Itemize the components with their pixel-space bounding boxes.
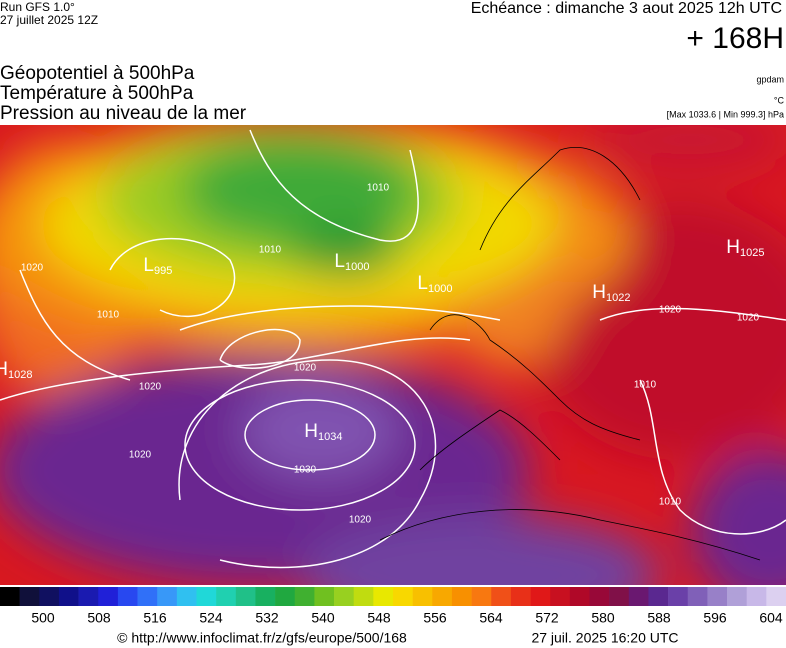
color-swatch (491, 587, 512, 606)
colorbar-tick-label: 540 (311, 610, 335, 626)
color-swatch (19, 587, 40, 606)
color-swatch (216, 587, 237, 606)
center-letter: H (726, 237, 740, 258)
color-swatch (510, 587, 531, 606)
color-swatch (275, 587, 296, 606)
unit-label: °C (774, 95, 785, 105)
colorbar-tick-label: 524 (199, 610, 223, 626)
color-swatch (530, 587, 551, 606)
center-value: 1025 (740, 247, 764, 259)
center-letter: L (417, 273, 428, 294)
isobar-label: 1020 (294, 363, 317, 374)
color-swatch (451, 587, 472, 606)
valid-time: Echéance : dimanche 3 aout 2025 12h UTC (471, 0, 782, 17)
center-value: 1000 (428, 283, 452, 295)
center-value: 1034 (318, 431, 342, 443)
isobar-label: 1020 (659, 305, 682, 316)
colorbar-tick-label: 604 (759, 610, 783, 626)
field-label: Pression au niveau de la mer (0, 103, 247, 124)
color-swatch (255, 587, 276, 606)
isobar-label: 1010 (634, 380, 657, 391)
color-swatch (569, 587, 590, 606)
center-letter: L (143, 255, 154, 276)
isobar-label: 1010 (367, 183, 390, 194)
colorbar-tick-label: 588 (647, 610, 671, 626)
color-swatch (648, 587, 669, 606)
center-letter: H (304, 421, 318, 442)
isobar-label: 1020 (737, 313, 760, 324)
color-swatch (668, 587, 689, 606)
field-label: Géopotentiel à 500hPa (0, 63, 195, 84)
colorbar-tick-label: 580 (591, 610, 615, 626)
isobar-label: 1010 (259, 245, 282, 256)
isobar-label: 1020 (139, 382, 162, 393)
color-swatch (746, 587, 767, 606)
color-swatch (766, 587, 786, 606)
center-letter: H (592, 282, 606, 303)
center-value: 1000 (345, 261, 369, 273)
color-swatch (117, 587, 138, 606)
color-swatch (98, 587, 119, 606)
color-swatch (176, 587, 197, 606)
center-value: 1028 (8, 369, 32, 381)
center-letter: L (334, 251, 345, 272)
color-swatch (78, 587, 99, 606)
isobar-label: 1010 (97, 310, 120, 321)
isobar-label: 1010 (659, 497, 682, 508)
made-time: 27 juil. 2025 16:20 UTC (531, 630, 678, 646)
color-swatch (628, 587, 649, 606)
color-swatch (0, 587, 20, 606)
isobar-label: 1030 (294, 465, 317, 476)
color-swatch (334, 587, 354, 606)
coastlines (379, 147, 761, 561)
color-swatch (687, 587, 708, 606)
unit-label: [Max 1033.6 | Min 999.3] hPa (667, 109, 784, 119)
center-value: 995 (154, 265, 172, 277)
color-swatch (432, 587, 453, 606)
colorbar-tick-label: 596 (703, 610, 727, 626)
colorbar-tick-label: 516 (143, 610, 167, 626)
color-swatch (471, 587, 492, 606)
isobar-label: 1020 (349, 515, 372, 526)
color-swatch (157, 587, 178, 606)
color-swatch (393, 587, 413, 606)
color-swatch (373, 587, 394, 606)
colorbar-tick-label: 532 (255, 610, 279, 626)
colorbar-tick-label: 500 (31, 610, 55, 626)
colorbar-tick-label: 548 (367, 610, 391, 626)
run-label: Run GFS 1.0° (0, 0, 75, 14)
color-swatch (589, 587, 610, 606)
color-swatch (235, 587, 256, 606)
color-swatch (58, 587, 79, 606)
colorbar-tick-label: 572 (535, 610, 559, 626)
field-label: Température à 500hPa (0, 83, 194, 104)
colorbar-tick-label: 556 (423, 610, 447, 626)
lead-time: + 168H (686, 22, 784, 55)
color-swatch (137, 587, 158, 606)
color-swatch (314, 587, 335, 606)
color-swatch (294, 587, 315, 606)
color-swatch (39, 587, 60, 606)
color-swatch (727, 587, 747, 606)
isobars (0, 129, 786, 569)
unit-label: gpdam (756, 74, 784, 84)
color-swatch (609, 587, 630, 606)
colorbar-tick-label: 508 (87, 610, 111, 626)
center-letter: H (0, 359, 8, 380)
center-value: 1022 (606, 292, 630, 304)
color-swatch (412, 587, 433, 606)
source-text: © http://www.infoclimat.fr/z/gfs/europe/… (117, 630, 407, 646)
run-date: 27 juillet 2025 12Z (0, 13, 98, 27)
colorbar-tick-label: 564 (479, 610, 503, 626)
color-swatch (353, 587, 374, 606)
color-swatch (550, 587, 571, 606)
color-swatch (196, 587, 217, 606)
isobar-label: 1020 (21, 263, 44, 274)
isobar-label: 1020 (129, 450, 152, 461)
color-swatch (707, 587, 728, 606)
